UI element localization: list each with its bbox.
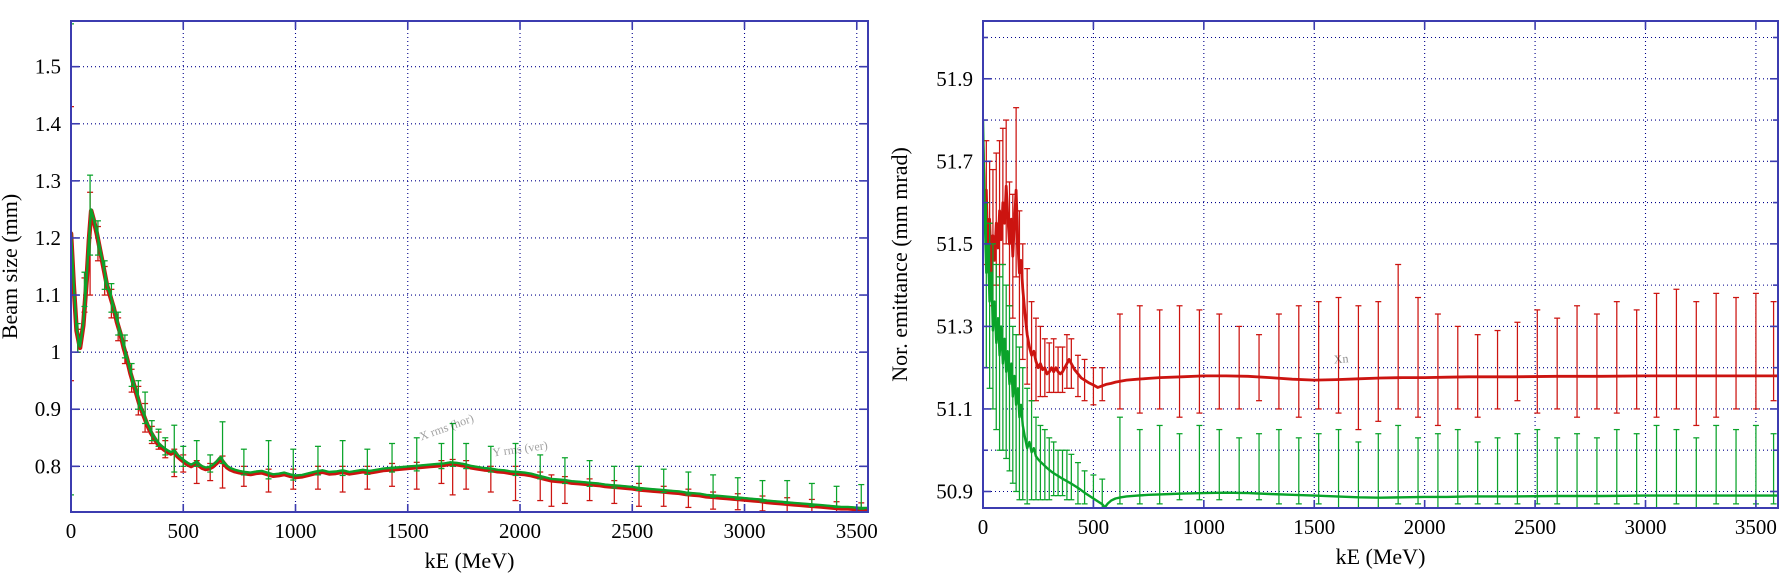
grid <box>983 21 1778 508</box>
x-tick-label: 1500 <box>1293 515 1335 539</box>
x-tick-label: 0 <box>66 519 77 543</box>
plot-area <box>71 21 868 512</box>
plot-border <box>982 20 1779 509</box>
x-axis-label: kE (MeV) <box>1336 544 1426 569</box>
x-tick-label: 2500 <box>611 519 653 543</box>
plot-border <box>70 20 869 513</box>
y-tick-label: 51.3 <box>936 314 973 338</box>
y-tick-label: 1.5 <box>35 55 61 79</box>
x-tick-label: 3500 <box>1735 515 1777 539</box>
plot-area <box>983 21 1778 508</box>
x-tick-label: 1000 <box>275 519 317 543</box>
y-tick-label: 1.2 <box>35 226 61 250</box>
y-tick-label: 51.1 <box>936 397 973 421</box>
y-tick-label: 1 <box>51 340 62 364</box>
x-tick-label: 3000 <box>724 519 766 543</box>
curve-label: Xn <box>1333 351 1349 366</box>
x-tick-label: 2000 <box>499 519 541 543</box>
series-line-green <box>983 118 1778 508</box>
data-layer <box>71 23 868 512</box>
ticks <box>982 21 1778 508</box>
y-tick-label: 0.9 <box>35 397 61 421</box>
y-tick-label: 1.3 <box>35 169 61 193</box>
y-tick-label: 51.7 <box>936 149 973 173</box>
emittance-panel: Xn 0 500 1000 1500 2000 2500 3000 3500 50.9 51.1 51… <box>887 20 1779 569</box>
series-line-red <box>983 139 1778 389</box>
beam-size-panel: X rms (hor)Y rms (ver)0 500 1000 1500 2000 25… <box>0 20 878 573</box>
x-tick-label: 2500 <box>1514 515 1556 539</box>
x-tick-label: 0 <box>978 515 989 539</box>
data-layer <box>983 21 1778 508</box>
grid <box>71 21 868 512</box>
y-axis-label: Beam size (mm) <box>0 194 22 339</box>
x-tick-label: 3500 <box>836 519 878 543</box>
y-tick-label: 1.1 <box>35 283 61 307</box>
x-tick-label: 500 <box>168 519 200 543</box>
y-tick-label: 0.8 <box>35 454 61 478</box>
x-tick-label: 2000 <box>1404 515 1446 539</box>
x-axis-label: kE (MeV) <box>425 548 515 573</box>
y-tick-label: 1.4 <box>35 112 62 136</box>
y-tick-label: 50.9 <box>936 479 973 503</box>
y-tick-label: 51.5 <box>936 232 973 256</box>
x-tick-label: 1500 <box>387 519 429 543</box>
y-tick-label: 51.9 <box>936 67 973 91</box>
x-tick-label: 3000 <box>1625 515 1667 539</box>
series-line-green <box>71 208 868 510</box>
x-tick-label: 500 <box>1078 515 1110 539</box>
ticks <box>70 21 868 512</box>
y-axis-label: Nor. emittance (mm mrad) <box>887 147 912 382</box>
x-tick-label: 1000 <box>1183 515 1225 539</box>
